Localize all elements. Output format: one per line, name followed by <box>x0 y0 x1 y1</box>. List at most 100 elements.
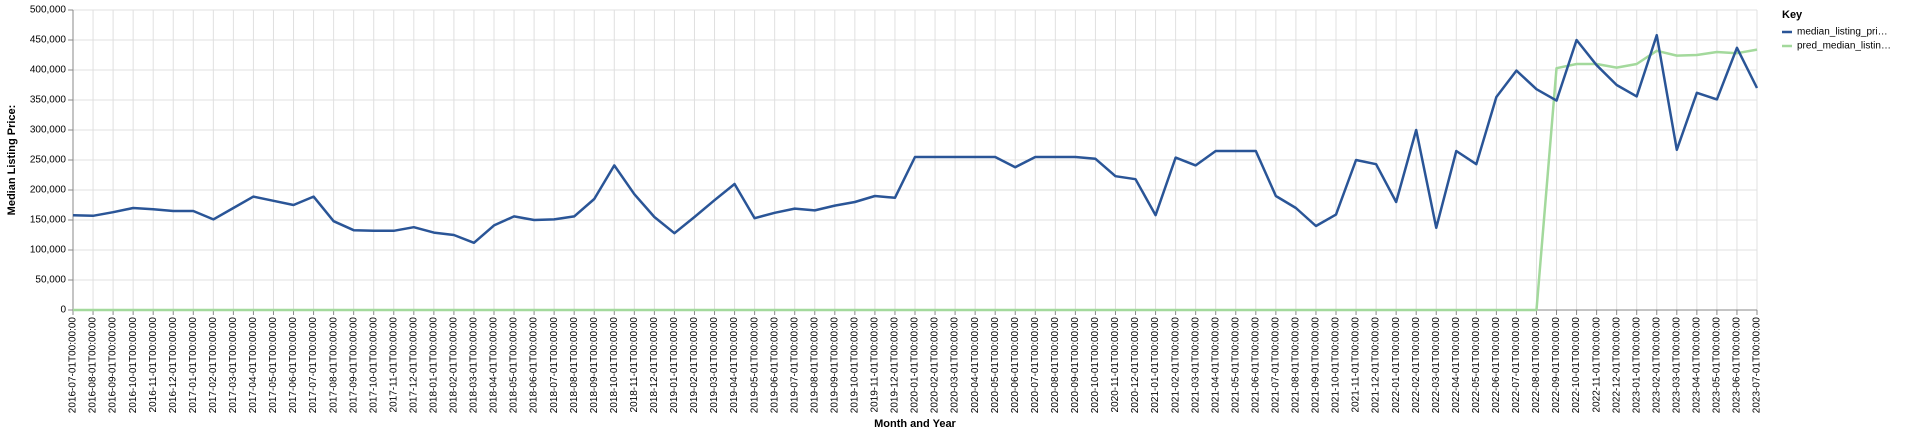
x-tick-label: 2019-07-01T00:00:00 <box>789 317 800 414</box>
x-axis-title: Month and Year <box>874 418 956 430</box>
x-tick-label: 2023-05-01T00:00:00 <box>1712 317 1723 414</box>
x-tick-label: 2023-02-01T00:00:00 <box>1651 317 1662 414</box>
x-tick-label: 2018-04-01T00:00:00 <box>489 317 500 414</box>
x-tick-label: 2021-11-01T00:00:00 <box>1351 317 1362 413</box>
x-tick-label: 2016-12-01T00:00:00 <box>168 317 179 414</box>
x-tick-label: 2022-07-01T00:00:00 <box>1511 317 1522 414</box>
x-tick-label: 2018-02-01T00:00:00 <box>449 317 460 414</box>
y-tick-label: 200,000 <box>30 185 67 196</box>
x-tick-label: 2020-08-01T00:00:00 <box>1050 317 1061 414</box>
x-tick-label: 2016-07-01T00:00:00 <box>68 317 79 414</box>
series-line <box>72 33 1759 245</box>
x-tick-label: 2020-05-01T00:00:00 <box>990 317 1001 414</box>
x-tick-label: 2017-05-01T00:00:00 <box>268 317 279 414</box>
x-tick-label: 2020-12-01T00:00:00 <box>1130 317 1141 414</box>
x-tick-label: 2022-04-01T00:00:00 <box>1451 317 1462 414</box>
x-tick-label: 2018-11-01T00:00:00 <box>629 317 640 413</box>
y-tick-label: 450,000 <box>30 35 67 46</box>
y-axis-title: Median Listing Price: <box>6 105 18 216</box>
x-tick-label: 2019-06-01T00:00:00 <box>769 317 780 414</box>
legend-title: Key <box>1782 9 1803 21</box>
x-tick-label: 2016-08-01T00:00:00 <box>88 317 99 414</box>
x-tick-label: 2020-03-01T00:00:00 <box>950 317 961 414</box>
x-tick-label: 2022-12-01T00:00:00 <box>1611 317 1622 414</box>
x-tick-label: 2022-03-01T00:00:00 <box>1431 317 1442 414</box>
x-tick-label: 2022-10-01T00:00:00 <box>1571 317 1582 414</box>
x-tick-label: 2017-01-01T00:00:00 <box>188 317 199 414</box>
x-tick-label: 2021-09-01T00:00:00 <box>1311 317 1322 414</box>
x-tick-label: 2023-01-01T00:00:00 <box>1631 317 1642 414</box>
x-tick-label: 2023-06-01T00:00:00 <box>1732 317 1743 414</box>
x-tick-label: 2022-06-01T00:00:00 <box>1491 317 1502 414</box>
x-tick-label: 2018-12-01T00:00:00 <box>649 317 660 414</box>
x-tick-label: 2022-05-01T00:00:00 <box>1471 317 1482 414</box>
x-tick-label: 2018-09-01T00:00:00 <box>589 317 600 414</box>
x-tick-label: 2016-09-01T00:00:00 <box>108 317 119 414</box>
x-tick-label: 2018-05-01T00:00:00 <box>509 317 520 414</box>
x-tick-label: 2020-11-01T00:00:00 <box>1110 317 1121 413</box>
x-tick-label: 2021-05-01T00:00:00 <box>1230 317 1241 414</box>
x-tick-label: 2018-07-01T00:00:00 <box>549 317 560 414</box>
x-tick-label: 2019-10-01T00:00:00 <box>849 317 860 414</box>
x-tick-label: 2018-08-01T00:00:00 <box>569 317 580 414</box>
x-tick-label: 2018-01-01T00:00:00 <box>428 317 439 414</box>
y-tick-label: 250,000 <box>30 155 67 166</box>
x-tick-label: 2021-01-01T00:00:00 <box>1150 317 1161 414</box>
x-tick-label: 2017-09-01T00:00:00 <box>348 317 359 414</box>
y-tick-label: 100,000 <box>30 245 67 256</box>
x-tick-label: 2021-02-01T00:00:00 <box>1170 317 1181 414</box>
x-tick-label: 2022-02-01T00:00:00 <box>1411 317 1422 414</box>
x-tick-label: 2022-09-01T00:00:00 <box>1551 317 1562 414</box>
legend-label: pred_median_listin… <box>1797 41 1891 52</box>
x-tick-label: 2017-12-01T00:00:00 <box>408 317 419 414</box>
x-tick-label: 2019-08-01T00:00:00 <box>809 317 820 414</box>
x-tick-label: 2016-11-01T00:00:00 <box>148 317 159 413</box>
x-tick-label: 2020-10-01T00:00:00 <box>1090 317 1101 414</box>
y-tick-label: 0 <box>60 305 66 316</box>
y-tick-label: 350,000 <box>30 95 67 106</box>
x-tick-label: 2017-02-01T00:00:00 <box>208 317 219 414</box>
x-tick-label: 2019-02-01T00:00:00 <box>689 317 700 414</box>
x-tick-label: 2020-07-01T00:00:00 <box>1030 317 1041 414</box>
x-tick-label: 2017-04-01T00:00:00 <box>248 317 259 414</box>
y-tick-label: 50,000 <box>35 275 66 286</box>
x-tick-label: 2022-01-01T00:00:00 <box>1391 317 1402 414</box>
x-tick-label: 2019-12-01T00:00:00 <box>890 317 901 414</box>
series-line <box>73 48 1758 312</box>
x-tick-label: 2020-06-01T00:00:00 <box>1010 317 1021 414</box>
x-tick-label: 2020-09-01T00:00:00 <box>1070 317 1081 414</box>
x-tick-label: 2020-04-01T00:00:00 <box>970 317 981 414</box>
x-tick-label: 2021-12-01T00:00:00 <box>1371 317 1382 414</box>
x-tick-label: 2021-03-01T00:00:00 <box>1190 317 1201 414</box>
x-tick-label: 2018-10-01T00:00:00 <box>609 317 620 414</box>
x-tick-label: 2020-01-01T00:00:00 <box>910 317 921 414</box>
y-tick-label: 150,000 <box>30 215 67 226</box>
x-tick-label: 2019-03-01T00:00:00 <box>709 317 720 414</box>
x-tick-label: 2021-10-01T00:00:00 <box>1331 317 1342 414</box>
x-tick-label: 2021-07-01T00:00:00 <box>1270 317 1281 414</box>
x-tick-label: 2018-06-01T00:00:00 <box>529 317 540 414</box>
x-tick-label: 2021-06-01T00:00:00 <box>1250 317 1261 414</box>
x-tick-label: 2019-11-01T00:00:00 <box>870 317 881 413</box>
x-tick-label: 2021-08-01T00:00:00 <box>1291 317 1302 414</box>
legend-label: median_listing_pri… <box>1797 27 1888 38</box>
x-tick-label: 2017-10-01T00:00:00 <box>368 317 379 414</box>
x-tick-label: 2019-09-01T00:00:00 <box>829 317 840 414</box>
x-tick-label: 2023-03-01T00:00:00 <box>1671 317 1682 414</box>
x-tick-label: 2017-11-01T00:00:00 <box>388 317 399 413</box>
x-tick-label: 2022-08-01T00:00:00 <box>1531 317 1542 414</box>
y-tick-label: 400,000 <box>30 65 67 76</box>
x-tick-label: 2016-10-01T00:00:00 <box>128 317 139 414</box>
y-tick-label: 300,000 <box>30 125 67 136</box>
x-tick-label: 2019-05-01T00:00:00 <box>749 317 760 414</box>
x-tick-label: 2017-08-01T00:00:00 <box>328 317 339 414</box>
x-tick-label: 2018-03-01T00:00:00 <box>469 317 480 414</box>
x-tick-label: 2023-07-01T00:00:00 <box>1752 317 1763 414</box>
x-tick-label: 2017-06-01T00:00:00 <box>288 317 299 414</box>
x-tick-label: 2017-07-01T00:00:00 <box>308 317 319 414</box>
x-tick-label: 2019-01-01T00:00:00 <box>669 317 680 414</box>
x-tick-label: 2020-02-01T00:00:00 <box>930 317 941 414</box>
x-tick-label: 2022-11-01T00:00:00 <box>1591 317 1602 413</box>
x-tick-label: 2023-04-01T00:00:00 <box>1691 317 1702 414</box>
